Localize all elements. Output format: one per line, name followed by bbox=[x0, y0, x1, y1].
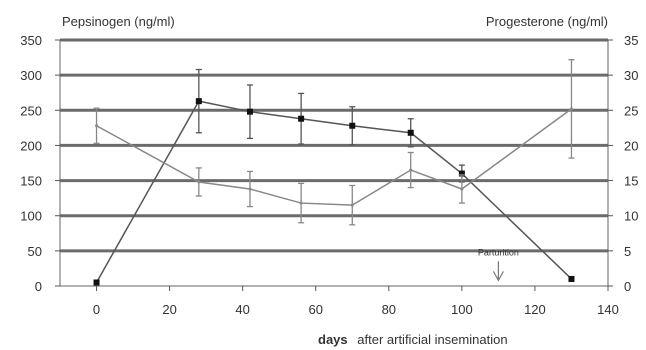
y-left-axis-label: Pepsinogen (ng/ml) bbox=[62, 14, 175, 29]
x-tick-label: 100 bbox=[451, 302, 473, 317]
y-right-tick-label: 15 bbox=[624, 174, 638, 189]
x-axis-label: days after artificial insemination bbox=[318, 332, 508, 347]
x-axis-label-bold: days bbox=[318, 332, 348, 347]
y-left-tick-label: 100 bbox=[20, 209, 42, 224]
y-right-tick-label: 10 bbox=[624, 209, 638, 224]
series-line bbox=[95, 100, 572, 283]
y-right-axis-label: Progesterone (ng/ml) bbox=[486, 14, 608, 29]
y-left-tick-label: 150 bbox=[20, 174, 42, 189]
data-point bbox=[407, 129, 414, 136]
data-point bbox=[93, 279, 100, 286]
y-left-tick-label: 200 bbox=[20, 138, 42, 153]
y-right-tick-label: 30 bbox=[624, 68, 638, 83]
y-left-tick-label: 0 bbox=[35, 279, 42, 294]
x-tick-label: 60 bbox=[308, 302, 322, 317]
x-tick-label: 140 bbox=[597, 302, 619, 317]
x-tick-label: 20 bbox=[162, 302, 176, 317]
y-right-tick-label: 0 bbox=[624, 279, 631, 294]
series-line bbox=[96, 108, 572, 206]
data-point bbox=[569, 107, 573, 111]
series-layer bbox=[93, 59, 575, 286]
y-right-tick-label: 25 bbox=[624, 103, 638, 118]
y-right-tick-label: 5 bbox=[624, 244, 631, 259]
data-point bbox=[409, 168, 413, 172]
data-point bbox=[460, 187, 464, 191]
data-point bbox=[350, 203, 354, 207]
y-right-tick-label: 35 bbox=[624, 33, 638, 48]
data-point bbox=[246, 108, 253, 115]
annotation-label: Parturition bbox=[478, 247, 519, 257]
x-tick-label: 0 bbox=[93, 302, 100, 317]
data-point bbox=[197, 180, 201, 184]
y-left-tick-label: 350 bbox=[20, 33, 42, 48]
x-tick-label: 40 bbox=[235, 302, 249, 317]
series-right bbox=[93, 59, 575, 226]
annotation-arrow-head bbox=[492, 271, 504, 282]
x-tick-label: 80 bbox=[382, 302, 396, 317]
series-left bbox=[93, 68, 575, 286]
data-point bbox=[195, 98, 202, 105]
annotation: Parturition bbox=[478, 247, 519, 282]
y-left-tick-label: 50 bbox=[28, 244, 42, 259]
data-point bbox=[568, 275, 575, 282]
data-point bbox=[248, 187, 252, 191]
data-point bbox=[95, 124, 99, 128]
plot-frame bbox=[59, 39, 609, 287]
y-left-tick-label: 250 bbox=[20, 103, 42, 118]
y-left-tick-label: 300 bbox=[20, 68, 42, 83]
data-point bbox=[298, 115, 305, 122]
x-tick-label: 120 bbox=[524, 302, 546, 317]
data-point bbox=[458, 170, 465, 177]
data-point bbox=[299, 201, 303, 205]
grid bbox=[60, 38, 608, 253]
y-right-tick-label: 20 bbox=[624, 138, 638, 153]
data-point bbox=[349, 122, 356, 129]
x-axis-label-rest: after artificial insemination bbox=[357, 332, 507, 347]
